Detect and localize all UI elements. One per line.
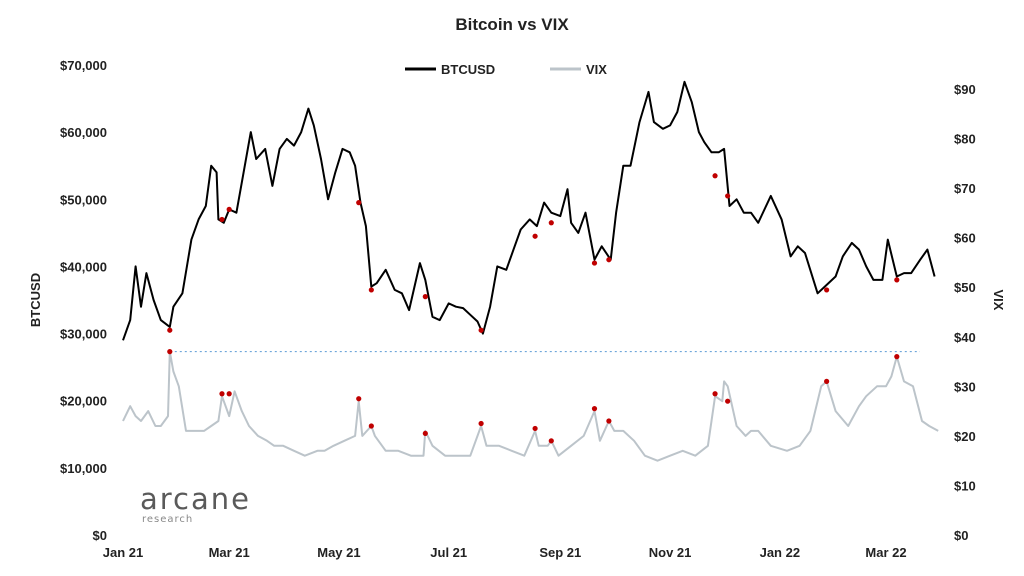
btc-highlight-point bbox=[368, 287, 374, 293]
y-right-tick-label: $70 bbox=[954, 181, 976, 196]
vix-highlight-point bbox=[591, 406, 598, 412]
vix-highlight-point bbox=[478, 420, 484, 427]
vix-series-line bbox=[122, 350, 939, 462]
vix-highlight-point bbox=[824, 378, 830, 384]
vix-highlight-point bbox=[167, 349, 173, 355]
btc-highlight-point bbox=[725, 193, 731, 199]
vix-highlight-point bbox=[712, 391, 718, 397]
vix-highlight-point bbox=[894, 354, 900, 360]
x-tick-label: Jan 22 bbox=[760, 545, 800, 560]
y-left-tick-label: $10,000 bbox=[60, 461, 107, 476]
btc-highlight-point bbox=[824, 287, 830, 293]
btc-highlight-point bbox=[478, 327, 484, 333]
legend-btc-label: BTCUSD bbox=[441, 62, 495, 77]
y-left-tick-label: $60,000 bbox=[60, 125, 107, 140]
brand-logo: arcane research bbox=[140, 484, 251, 525]
highlight-markers bbox=[167, 173, 900, 444]
vix-highlight-point bbox=[226, 391, 232, 397]
btc-highlight-point bbox=[894, 277, 900, 283]
y-right-tick-label: $50 bbox=[954, 280, 976, 295]
brand-name: arcane bbox=[140, 482, 251, 516]
x-tick-label: Jul 21 bbox=[430, 545, 467, 560]
y-left-tick-label: $0 bbox=[93, 528, 107, 543]
y-axis-left-label: BTCUSD bbox=[28, 273, 43, 327]
x-axis-ticks: Jan 21 Mar 21 May 21 Jul 21 Sep 21 Nov 21 Jan … bbox=[103, 545, 907, 560]
y-right-tick-label: $10 bbox=[954, 478, 976, 493]
chart-title: Bitcoin vs VIX bbox=[455, 15, 569, 34]
vix-highlight-point bbox=[219, 391, 225, 397]
x-tick-label: Nov 21 bbox=[649, 545, 692, 560]
y-left-tick-label: $40,000 bbox=[60, 259, 107, 274]
vix-highlight-point bbox=[356, 396, 362, 402]
x-tick-label: Jan 21 bbox=[103, 545, 143, 560]
y-right-tick-label: $0 bbox=[954, 528, 968, 543]
legend: BTCUSD VIX bbox=[405, 62, 607, 77]
btc-highlight-point bbox=[219, 216, 225, 223]
vix-highlight-point bbox=[532, 425, 538, 432]
y-left-tick-label: $20,000 bbox=[60, 394, 107, 409]
x-tick-label: May 21 bbox=[317, 545, 360, 560]
x-tick-label: Mar 22 bbox=[865, 545, 906, 560]
vix-highlight-point bbox=[606, 418, 612, 424]
x-tick-label: Mar 21 bbox=[209, 545, 250, 560]
y-left-tick-label: $30,000 bbox=[60, 327, 107, 342]
btc-highlight-point bbox=[532, 233, 538, 239]
vix-highlight-point bbox=[725, 398, 731, 404]
vix-highlight-point bbox=[422, 430, 428, 437]
btc-highlight-point bbox=[548, 220, 554, 226]
legend-vix-label: VIX bbox=[586, 62, 607, 77]
y-right-tick-label: $90 bbox=[954, 82, 976, 97]
y-left-tick-label: $50,000 bbox=[60, 192, 107, 207]
y-axis-left-ticks: $0 $10,000 $20,000 $30,000 $40,000 $50,000 $60… bbox=[60, 58, 107, 543]
vix-highlight-point bbox=[368, 423, 374, 429]
btc-highlight-point bbox=[356, 200, 362, 206]
y-right-tick-label: $30 bbox=[954, 379, 976, 394]
y-axis-right-label: VIX bbox=[991, 290, 1006, 311]
y-right-tick-label: $20 bbox=[954, 429, 976, 444]
y-axis-right-ticks: $0 $10 $20 $30 $40 $50 $60 $70 $80 $90 bbox=[954, 82, 976, 543]
btc-highlight-point bbox=[712, 173, 718, 179]
btc-highlight-point bbox=[422, 294, 428, 300]
btc-highlight-point bbox=[606, 257, 612, 263]
x-tick-label: Sep 21 bbox=[539, 545, 581, 560]
y-right-tick-label: $80 bbox=[954, 132, 976, 147]
y-right-tick-label: $60 bbox=[954, 231, 976, 246]
btc-highlight-point bbox=[226, 206, 232, 212]
btc-highlight-point bbox=[591, 260, 598, 266]
y-left-tick-label: $70,000 bbox=[60, 58, 107, 73]
vix-highlight-point bbox=[548, 438, 554, 444]
brand-sub: research bbox=[142, 514, 194, 525]
btc-series-line bbox=[122, 80, 936, 341]
y-right-tick-label: $40 bbox=[954, 330, 976, 345]
btc-highlight-point bbox=[167, 327, 173, 333]
